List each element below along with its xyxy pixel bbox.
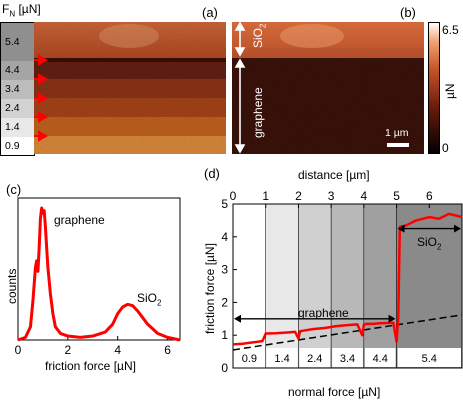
segment-label: 5.4: [422, 353, 437, 365]
hist-ylabel: counts: [5, 268, 19, 304]
scalebar: [387, 143, 409, 147]
hist-peak2-label: SiO2: [137, 292, 161, 309]
fn-level-3.4: [1, 80, 34, 99]
segment-label-box: [332, 348, 363, 367]
sio2-text: SiO: [251, 27, 265, 48]
fn-level-label: 4.4: [5, 64, 20, 76]
histogram-chart: 0 2 4 6: [15, 197, 181, 357]
fn-level-label: 3.4: [5, 83, 20, 95]
segment-label: 4.4: [373, 353, 388, 365]
fn-level-0.9: [1, 137, 34, 155]
d-xlabel: normal force [µN]: [288, 385, 381, 399]
fn-level-label: 1.4: [5, 121, 20, 133]
hist-peak1-label: graphene: [54, 213, 105, 227]
d-annotation-arrowhead: [397, 224, 405, 233]
colorbar-min-label: 0: [442, 141, 449, 155]
d-top-tick-label: 0: [230, 189, 237, 203]
panel-b-letter: (b): [400, 5, 416, 20]
d-y-tick-label: 2: [221, 295, 228, 309]
fn-level-4.4: [1, 61, 34, 80]
friction-map-b: [232, 22, 424, 154]
d-y-tick-label: 4: [221, 230, 228, 244]
d-top-tick-label: 4: [361, 189, 368, 203]
segment-band: [330, 203, 365, 369]
top-axis-label: distance [µm]: [298, 168, 370, 182]
segment-label-box: [397, 348, 461, 367]
hist-xlabel: friction force [µN]: [45, 359, 136, 373]
d-top-tick-label: 3: [328, 189, 335, 203]
d-plot-frame: [232, 203, 463, 369]
colorbar-unit-label: µN: [443, 83, 457, 99]
d-y-tick-label: 5: [221, 197, 228, 211]
hist-x-tick-label: 4: [114, 343, 121, 357]
hist-peak2-sub: 2: [157, 298, 162, 308]
colorbar: [428, 22, 440, 154]
hist-peak2-text: SiO: [137, 291, 158, 305]
map-a-arrows: [34, 54, 49, 142]
fn-label: F: [2, 2, 10, 16]
d-annotation-arrowhead: [454, 224, 461, 233]
map-a-noise: [34, 22, 226, 154]
d-linear-fit-line: [232, 314, 463, 351]
hist-x-tick-label: 0: [15, 343, 22, 357]
d-graphene-label: graphene: [298, 306, 349, 320]
map-b-sio2-label: SiO2: [251, 23, 269, 48]
d-annotation-arrowhead: [234, 314, 241, 323]
fn-level-column: 5.4 4.4 3.4 2.4 1.4 0.9: [0, 22, 35, 156]
hist-x-tick-label: 6: [164, 343, 171, 357]
d-top-tick-label: 2: [295, 189, 302, 203]
map-b-noise: [232, 58, 424, 154]
panel-a-letter: (a): [202, 5, 218, 20]
segment-band: [298, 203, 332, 369]
fn-unit: [µN]: [18, 2, 41, 16]
segment-label: 1.4: [274, 353, 289, 365]
scalebar-label: 1 µm: [385, 127, 409, 139]
d-y-tick-label: 1: [221, 328, 228, 342]
fn-level-5.4: [1, 23, 34, 61]
fn-level-2.4: [1, 99, 34, 118]
d-y-tick-label: 0: [221, 361, 228, 375]
map-b-graphene-label: graphene: [251, 87, 265, 138]
sio2-sub: 2: [258, 23, 268, 28]
colorbar-max-label: 6.5: [442, 23, 459, 37]
segment-label-box: [234, 348, 265, 367]
segment-label: 2.4: [307, 353, 322, 365]
d-top-tick-label: 1: [262, 189, 269, 203]
segment-label-box: [266, 348, 298, 367]
segment-band: [265, 203, 299, 369]
d-friction-series-line: [232, 212, 463, 346]
hist-series-line: [17, 206, 181, 342]
d-sio2-sub: 2: [437, 242, 442, 252]
fn-sub: N: [9, 9, 16, 19]
segment-label-box: [299, 348, 331, 367]
d-y-tick-label: 3: [221, 263, 228, 277]
panel-c-letter: (c): [6, 182, 22, 197]
d-sio2-label: SiO2: [417, 236, 441, 253]
d-sio2-text: SiO: [417, 235, 438, 249]
panel-d-letter: (d): [204, 166, 220, 181]
map-b-sio2-region: [232, 22, 424, 58]
d-top-tick-label: 6: [426, 189, 433, 203]
segment-label-box: [364, 348, 396, 367]
d-ylabel: friction force [µN]: [203, 243, 217, 334]
segment-band: [396, 203, 463, 369]
map-b-boundary-arrow: [234, 22, 246, 154]
fn-level-label: 0.9: [5, 140, 20, 152]
d-top-tick-label: 5: [393, 189, 400, 203]
fn-level-1.4: [1, 118, 34, 137]
fn-level-label: 5.4: [5, 36, 20, 48]
segment-label: 3.4: [340, 353, 355, 365]
hist-x-tick-label: 2: [65, 343, 72, 357]
segment-band: [363, 203, 397, 369]
fn-axis-label: FN [µN]: [2, 3, 41, 20]
d-annotation-arrowhead: [388, 314, 396, 323]
map-b-bright-spot: [280, 24, 344, 48]
friction-map-a: [34, 22, 226, 154]
fn-level-label: 2.4: [5, 102, 20, 114]
segment-label: 0.9: [242, 353, 257, 365]
